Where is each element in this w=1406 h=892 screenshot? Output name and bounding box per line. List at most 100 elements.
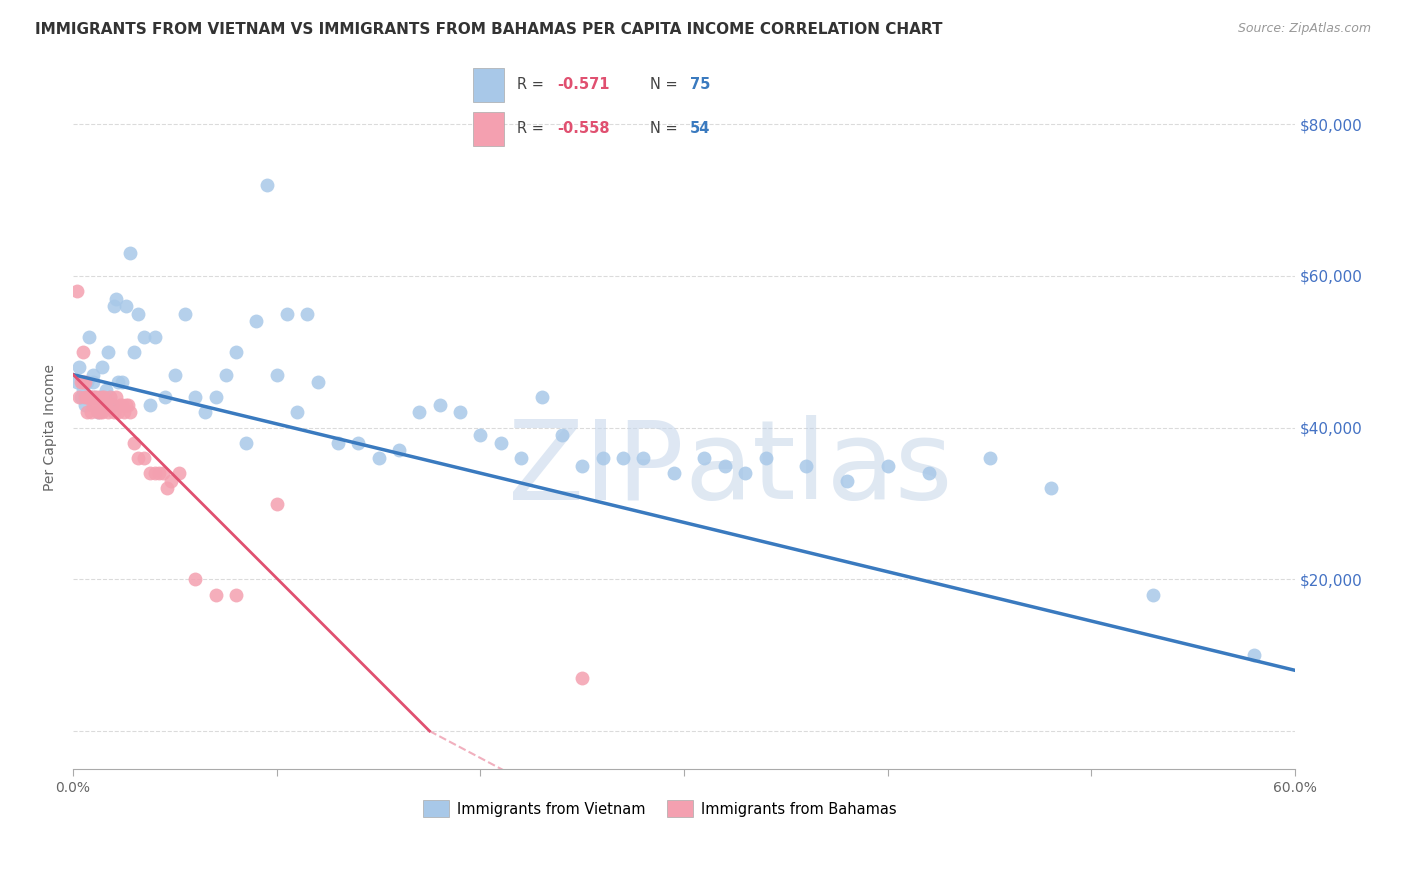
Point [167, 466, 190, 480]
Point [347, 435, 370, 450]
Point [163, 368, 186, 382]
Point [592, 450, 614, 465]
Point [90, 359, 112, 374]
Point [134, 329, 156, 343]
Point [530, 390, 553, 404]
Point [89, 405, 111, 419]
Point [107, 405, 129, 419]
Point [256, 178, 278, 192]
Point [156, 481, 179, 495]
Point [103, 405, 125, 419]
Point [76, 390, 98, 404]
Text: -0.571: -0.571 [557, 77, 609, 92]
Text: atlas: atlas [685, 415, 953, 522]
Point [194, 405, 217, 419]
Legend: Immigrants from Vietnam, Immigrants from Bahamas: Immigrants from Vietnam, Immigrants from… [418, 795, 903, 823]
Point [184, 390, 207, 404]
Point [571, 671, 593, 685]
Point [734, 466, 756, 480]
Point [489, 435, 512, 450]
Point [127, 307, 149, 321]
Point [72, 344, 94, 359]
Text: 75: 75 [690, 77, 710, 92]
Point [184, 572, 207, 586]
Point [72, 383, 94, 397]
Point [1039, 481, 1062, 495]
Point [876, 458, 898, 473]
Point [215, 368, 238, 382]
Point [160, 474, 183, 488]
Point [94, 398, 117, 412]
Point [755, 450, 778, 465]
Point [1243, 648, 1265, 663]
Point [104, 292, 127, 306]
Point [115, 299, 138, 313]
Point [120, 246, 142, 260]
Point [66, 284, 89, 298]
Y-axis label: Per Capita Income: Per Capita Income [44, 364, 58, 491]
Point [714, 458, 737, 473]
Point [120, 405, 142, 419]
Point [103, 299, 125, 313]
Point [122, 435, 145, 450]
Point [143, 466, 166, 480]
Point [112, 405, 135, 419]
Point [82, 375, 104, 389]
Point [152, 466, 174, 480]
Text: N =: N = [650, 121, 682, 136]
Point [127, 450, 149, 465]
Text: Source: ZipAtlas.com: Source: ZipAtlas.com [1237, 22, 1371, 36]
Point [97, 344, 120, 359]
Point [66, 375, 89, 389]
Point [266, 496, 288, 510]
Point [107, 375, 129, 389]
Point [108, 398, 131, 412]
Text: ZIP: ZIP [509, 415, 685, 522]
Point [82, 390, 104, 404]
Text: IMMIGRANTS FROM VIETNAM VS IMMIGRANTS FROM BAHAMAS PER CAPITA INCOME CORRELATION: IMMIGRANTS FROM VIETNAM VS IMMIGRANTS FR… [35, 22, 942, 37]
Point [94, 383, 117, 397]
Point [115, 398, 138, 412]
Point [67, 390, 90, 404]
Point [835, 474, 858, 488]
Point [72, 375, 94, 389]
Point [139, 398, 162, 412]
Point [67, 359, 90, 374]
Point [98, 390, 121, 404]
Point [70, 375, 93, 389]
Point [408, 405, 430, 419]
Point [153, 390, 176, 404]
Point [285, 405, 308, 419]
Point [82, 368, 104, 382]
Point [80, 405, 103, 419]
Bar [474, 112, 505, 146]
Point [429, 398, 451, 412]
Point [84, 390, 107, 404]
Point [75, 375, 97, 389]
Text: -0.558: -0.558 [557, 121, 609, 136]
Point [693, 450, 716, 465]
Point [70, 390, 93, 404]
Point [276, 307, 298, 321]
Point [80, 390, 103, 404]
Point [662, 466, 685, 480]
Point [148, 466, 170, 480]
Point [75, 390, 97, 404]
Point [86, 390, 108, 404]
Point [143, 329, 166, 343]
Point [89, 390, 111, 404]
Point [104, 390, 127, 404]
Point [97, 405, 120, 419]
Point [90, 405, 112, 419]
Point [86, 405, 108, 419]
Point [75, 398, 97, 412]
Point [101, 398, 124, 412]
Point [917, 466, 939, 480]
Text: R =: R = [516, 121, 548, 136]
Point [235, 435, 257, 450]
Point [297, 307, 319, 321]
Point [79, 390, 101, 404]
Point [174, 307, 197, 321]
Point [79, 390, 101, 404]
Point [80, 390, 103, 404]
